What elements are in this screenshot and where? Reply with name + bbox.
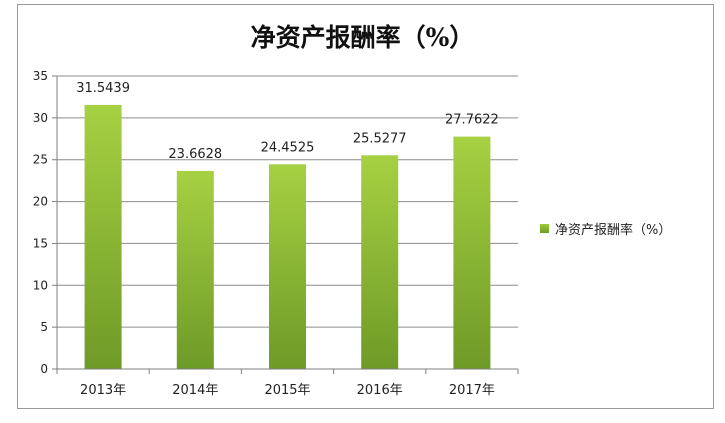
data-label: 23.6628 (168, 147, 222, 162)
y-tick-label: 0 (40, 362, 48, 376)
y-tick-label: 35 (33, 69, 48, 83)
data-label: 24.4525 (261, 140, 315, 155)
axes: 0 5 10 15 20 25 30 35 2013年 2014年 2015年 2016年 2017年 (33, 69, 519, 398)
y-tick-label: 20 (33, 195, 48, 209)
legend: 净资产报酬率（%） (540, 219, 671, 238)
bar (361, 155, 399, 369)
data-labels: 31.5439 23.6628 24.4525 25.5277 27.7622 (76, 81, 499, 162)
bar (176, 170, 214, 369)
data-label: 25.5277 (353, 131, 407, 146)
y-tick-label: 15 (33, 236, 48, 250)
data-label: 31.5439 (76, 81, 130, 96)
x-tick-label: 2014年 (172, 383, 218, 398)
legend-swatch (540, 224, 549, 233)
legend-label: 净资产报酬率（%） (555, 223, 672, 238)
bar (453, 136, 491, 369)
data-label: 27.7622 (445, 113, 499, 128)
bar (84, 104, 122, 369)
y-tick-label: 5 (40, 320, 48, 334)
y-tick-label: 25 (33, 153, 48, 167)
x-tick-label: 2015年 (264, 383, 310, 398)
x-tick-label: 2013年 (80, 383, 126, 398)
x-tick-label: 2016年 (357, 383, 403, 398)
bars (84, 104, 491, 369)
x-tick-label: 2017年 (449, 383, 495, 398)
bar (269, 164, 306, 369)
y-tick-label: 30 (33, 111, 48, 125)
chart-title: 净资产报酬率（%） (250, 23, 475, 52)
y-tick-label: 10 (33, 278, 48, 292)
